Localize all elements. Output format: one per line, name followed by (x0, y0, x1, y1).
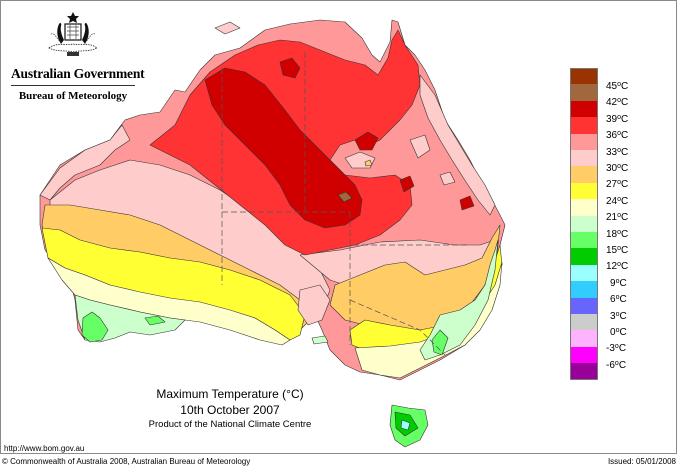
legend-swatch (570, 215, 598, 232)
kangaroo-island (311, 335, 329, 345)
bom-logo: Australian Government Bureau of Meteorol… (8, 10, 145, 102)
legend-label: 6oC (610, 294, 627, 306)
legend-swatch (570, 346, 598, 364)
legend-label: 18oC (606, 228, 629, 240)
legend-label: 42oC (606, 97, 629, 109)
copyright-notice: © Commonwealth of Australia 2008, Austra… (2, 457, 251, 466)
legend-swatch (570, 150, 598, 167)
legend-swatch (570, 100, 598, 118)
band-27-30-spot (364, 159, 373, 167)
legend-label: 36oC (606, 130, 629, 142)
legend-label: 45oC (606, 81, 629, 92)
band-30-33-sa (297, 284, 331, 326)
issued-date: Issued: 05/01/2008 (607, 457, 676, 466)
band-18-21-se (419, 239, 499, 361)
legend-swatch (570, 166, 598, 183)
band-30-33-spot (439, 171, 456, 186)
legend-swatch (570, 248, 598, 265)
tiwi-islands (214, 21, 241, 35)
legend-swatch (570, 297, 598, 314)
band-42-45 (337, 191, 353, 203)
band-15-18 (144, 315, 166, 326)
legend-label: 21oC (606, 212, 629, 224)
legend-label: 12oC (606, 261, 629, 273)
legend-swatch (570, 133, 598, 150)
band-30-33-spot (409, 134, 431, 159)
band-39-42 (279, 57, 301, 79)
legend-label: 27oC (606, 179, 629, 191)
legend-swatch (570, 281, 598, 298)
coat-of-arms-icon (48, 12, 98, 56)
legend-label: -3oC (606, 343, 627, 355)
tasmania-9-12 (400, 419, 411, 431)
legend-label: 30oC (606, 163, 629, 174)
map-title: Maximum Temperature (°C) (156, 387, 304, 401)
map-title-block: Maximum Temperature (°C) 10th October 20… (130, 386, 330, 432)
agency-name: Bureau of Meteorology (18, 90, 128, 102)
band-30-33-coast (419, 74, 496, 216)
legend-label: 24oC (606, 195, 629, 207)
legend-swatch (570, 117, 598, 134)
band-15-18-alps (431, 329, 449, 356)
band-39-42 (204, 67, 363, 229)
legend-label: 0oC (610, 327, 627, 338)
government-name: Australian Government (11, 66, 145, 86)
band-15-18 (81, 311, 109, 343)
legend-label: 3oC (610, 310, 627, 322)
legend-swatch (570, 199, 598, 216)
nsw-vic-border (349, 299, 446, 356)
legend-swatch (570, 330, 598, 347)
legend-swatch (570, 232, 598, 249)
legend-label: 39oC (606, 113, 629, 125)
legend-label: 33oC (606, 146, 629, 158)
legend-swatch (570, 68, 598, 85)
map-date: 10th October 2007 (180, 403, 280, 417)
legend-swatch (570, 314, 598, 331)
legend-swatch (570, 182, 598, 200)
band-39-42 (459, 195, 475, 211)
legend-swatch (570, 264, 598, 282)
legend-swatch (570, 84, 598, 101)
legend-label: 9oC (610, 277, 627, 289)
product-credit: Product of the National Climate Centre (148, 419, 312, 430)
legend-label: 15oC (606, 245, 629, 256)
band-39-42 (399, 175, 415, 193)
legend-swatch (570, 363, 598, 380)
band-30-33 (39, 124, 131, 201)
legend-label: -6oC (606, 359, 627, 371)
band-39-42 (354, 131, 379, 151)
bom-url-link[interactable]: http://www.bom.gov.au (4, 444, 85, 453)
